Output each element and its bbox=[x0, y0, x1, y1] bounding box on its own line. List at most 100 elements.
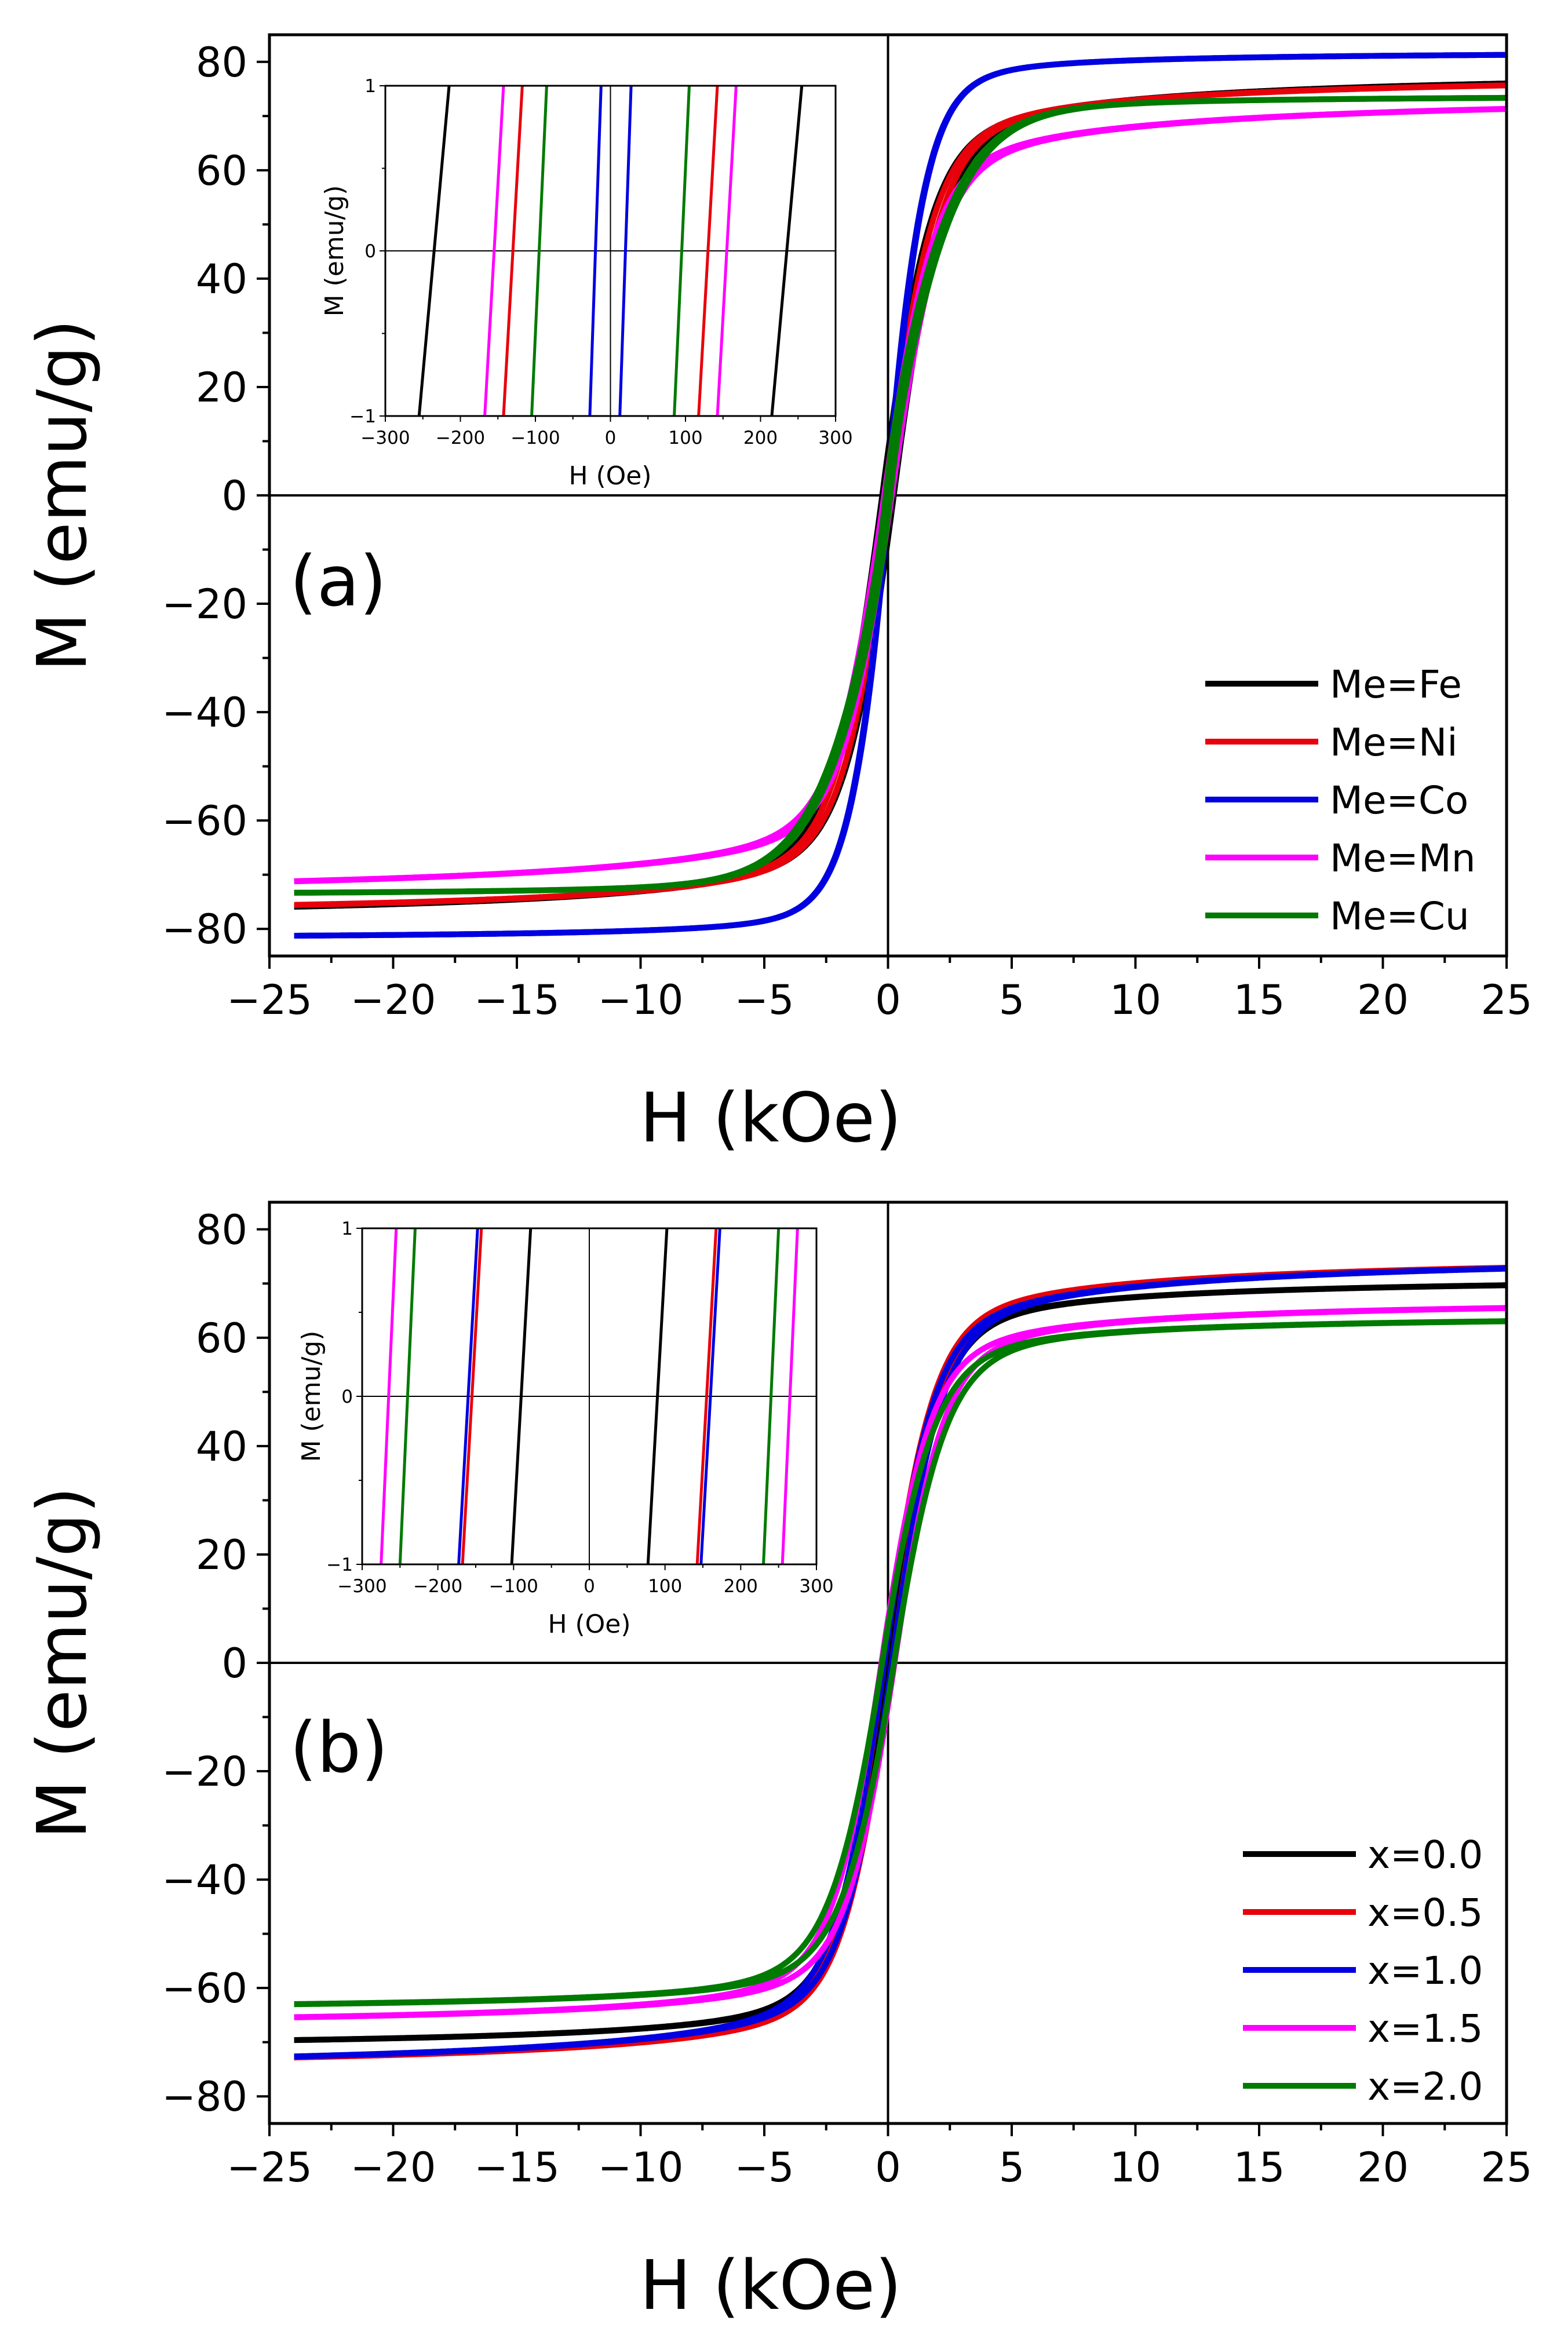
x-tick-label: −10 bbox=[598, 976, 684, 1024]
x-tick-label: 10 bbox=[1110, 976, 1161, 1024]
y-tick-label: −40 bbox=[162, 689, 247, 736]
inset-coercivity-lines bbox=[417, 86, 804, 416]
inset-y-tick-label: 0 bbox=[364, 241, 376, 262]
x-tick-label: 25 bbox=[1481, 2144, 1532, 2191]
legend: x=0.0 x=0.5 x=1.0 x=1.5 x=2.0 bbox=[1243, 1833, 1483, 2109]
y-axis-title: M (emu/g) bbox=[22, 319, 102, 672]
x-tick-label: −15 bbox=[474, 976, 560, 1024]
inset-x-tick-label: 300 bbox=[799, 1576, 833, 1597]
inset-line-x-0-5-negative bbox=[461, 1228, 483, 1564]
x-tick-label: 20 bbox=[1357, 2144, 1409, 2191]
inset-line-me-cu-negative bbox=[530, 86, 548, 416]
legend-label-me-fe: Me=Fe bbox=[1330, 662, 1462, 707]
legend-label-me-cu: Me=Cu bbox=[1330, 894, 1469, 939]
x-axis-title: H (kOe) bbox=[640, 1078, 902, 1158]
inset-line-me-ni-negative bbox=[502, 86, 524, 416]
series-x-1-0-descending-branch bbox=[293, 1265, 1507, 2060]
legend-label-me-co: Me=Co bbox=[1330, 778, 1468, 823]
y-tick-label: −40 bbox=[162, 1856, 247, 1904]
legend-label-x-1-0: x=1.0 bbox=[1368, 1948, 1483, 1993]
inset-y-axis-title: M (emu/g) bbox=[320, 185, 349, 317]
x-tick-label: 0 bbox=[875, 976, 901, 1024]
y-tick-label: −20 bbox=[162, 581, 247, 628]
y-tick-label: −80 bbox=[162, 2073, 247, 2121]
inset-line-x-2-0-positive bbox=[762, 1228, 781, 1564]
inset-line-x-0-0-negative bbox=[510, 1228, 533, 1564]
x-tick-label: −20 bbox=[351, 976, 436, 1024]
inset-y-tick-label: 1 bbox=[364, 76, 376, 97]
y-axis-title: M (emu/g) bbox=[22, 1487, 102, 1839]
inset-line-me-mn-negative bbox=[483, 86, 505, 416]
inset-line-x-1-5-positive bbox=[781, 1228, 799, 1564]
inset-zero-lines bbox=[385, 86, 836, 416]
inset-line-me-ni-positive bbox=[697, 86, 719, 416]
inset-axis-ticks: −300 −200 −100 0 100 200 300 −1 0 1 bbox=[349, 76, 852, 448]
x-tick-label: 25 bbox=[1481, 976, 1532, 1024]
legend-label-x-0-0: x=0.0 bbox=[1368, 1833, 1483, 1877]
inset-line-x-0-5-positive bbox=[695, 1228, 718, 1564]
inset-x-tick-label: 200 bbox=[724, 1576, 758, 1597]
x-tick-label: −10 bbox=[598, 2144, 684, 2191]
y-tick-label: −20 bbox=[162, 1748, 247, 1796]
y-tick-label: 20 bbox=[196, 364, 247, 411]
panel-b: −25 −20 −15 −10 −5 0 5 10 15 20 25−80−60−40−200204… bbox=[22, 1200, 1533, 2325]
inset-x-tick-label: 100 bbox=[668, 428, 702, 448]
y-tick-label: 40 bbox=[196, 256, 247, 303]
legend: Me=Fe Me=Ni Me=Co Me=Mn Me=Cu bbox=[1205, 662, 1476, 939]
x-tick-label: −25 bbox=[227, 976, 312, 1024]
x-tick-label: −5 bbox=[734, 976, 794, 1024]
x-tick-label: −25 bbox=[227, 2144, 312, 2191]
inset-y-tick-label: −1 bbox=[349, 406, 376, 427]
x-tick-label: 15 bbox=[1233, 2144, 1285, 2191]
inset-x-tick-label: −200 bbox=[413, 1576, 462, 1597]
inset-line-me-mn-positive bbox=[716, 86, 738, 416]
x-tick-label: 20 bbox=[1357, 976, 1409, 1024]
axis-ticks: −25 −20 −15 −10 −5 0 5 10 15 20 25−80−60−40−200204… bbox=[162, 39, 1532, 1024]
inset-line-x-2-0-negative bbox=[398, 1228, 417, 1564]
x-axis-title: H (kOe) bbox=[640, 2245, 902, 2325]
legend-label-x-0-5: x=0.5 bbox=[1368, 1891, 1483, 1935]
x-tick-label: 5 bbox=[999, 976, 1025, 1024]
series-x-2-0-descending-branch bbox=[293, 1318, 1507, 2008]
inset-line-me-cu-positive bbox=[673, 86, 691, 416]
y-tick-label: 80 bbox=[196, 39, 247, 86]
x-tick-label: −20 bbox=[351, 2144, 436, 2191]
y-tick-label: 60 bbox=[196, 147, 247, 195]
y-tick-label: 0 bbox=[221, 472, 247, 520]
x-tick-label: 10 bbox=[1110, 2144, 1161, 2191]
hysteresis-curves bbox=[293, 52, 1507, 939]
hysteresis-curves bbox=[293, 1265, 1507, 2061]
legend-label-me-mn: Me=Mn bbox=[1330, 836, 1476, 881]
x-tick-label: −5 bbox=[734, 2144, 794, 2191]
x-tick-label: 0 bbox=[875, 2144, 901, 2191]
inset-x-axis-title: H (Oe) bbox=[548, 1610, 630, 1639]
inset-x-tick-label: 300 bbox=[818, 428, 852, 448]
inset-y-axis-title: M (emu/g) bbox=[297, 1331, 326, 1462]
inset-x-axis-title: H (Oe) bbox=[568, 461, 651, 491]
y-tick-label: 60 bbox=[196, 1315, 247, 1362]
inset-y-tick-label: 1 bbox=[341, 1218, 353, 1239]
legend-label-x-2-0: x=2.0 bbox=[1368, 2064, 1483, 2109]
inset-line-x-1-0-positive bbox=[699, 1228, 721, 1564]
legend-label-x-1-5: x=1.5 bbox=[1368, 2006, 1483, 2051]
inset-x-tick-label: 200 bbox=[743, 428, 778, 448]
y-tick-label: 40 bbox=[196, 1423, 247, 1470]
inset-line-me-co-negative bbox=[588, 86, 603, 416]
inset-line-x-0-0-positive bbox=[646, 1228, 669, 1564]
inset-line-me-fe-negative bbox=[417, 86, 451, 416]
inset-y-tick-label: 0 bbox=[341, 1386, 353, 1407]
x-tick-label: 15 bbox=[1233, 976, 1285, 1024]
inset-x-tick-label: −100 bbox=[489, 1576, 538, 1597]
inset-x-tick-label: 0 bbox=[584, 1576, 595, 1597]
y-tick-label: 0 bbox=[221, 1640, 247, 1687]
inset-line-x-1-5-negative bbox=[380, 1228, 398, 1564]
inset-x-tick-label: −200 bbox=[436, 428, 485, 448]
inset-y-tick-label: −1 bbox=[326, 1555, 353, 1575]
inset-x-tick-label: −100 bbox=[510, 428, 560, 448]
inset-x-tick-label: 0 bbox=[605, 428, 617, 448]
inset-line-me-co-positive bbox=[618, 86, 633, 416]
panel-a: −25 −20 −15 −10 −5 0 5 10 15 20 25−80−60−40−200204… bbox=[22, 33, 1533, 1158]
inset-x-tick-label: −300 bbox=[360, 428, 410, 448]
x-tick-label: 5 bbox=[999, 2144, 1025, 2191]
